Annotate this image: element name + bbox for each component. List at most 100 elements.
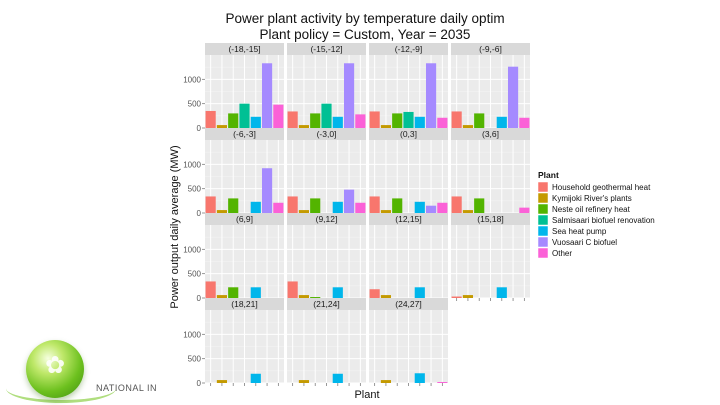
facet-strip-label: (24,27]	[395, 299, 421, 309]
bar	[462, 125, 474, 128]
bar	[414, 373, 425, 383]
bar	[425, 205, 437, 213]
legend-label: Neste oil refinery heat	[552, 205, 631, 214]
bar	[250, 373, 261, 383]
bar	[250, 116, 261, 128]
legend-item: Other	[537, 247, 572, 259]
facet-panels: (-18,-15] 0 500 1000 (-15,-12] (-12,-9] (-9,-6…	[183, 43, 530, 388]
bar	[519, 117, 530, 128]
bar	[273, 202, 284, 213]
y-tick-label: 500	[188, 270, 202, 279]
facet-strip	[287, 128, 366, 140]
facet-strip-label: (-12,-9]	[395, 44, 422, 54]
chart-title: Power plant activity by temperature dail…	[225, 11, 504, 26]
facet-panel: (18,21] 0 500 1000	[183, 298, 284, 388]
facet-panel: (-15,-12]	[287, 43, 366, 131]
bar	[392, 198, 403, 213]
facet-strip	[369, 298, 448, 310]
facet-strip-label: (-3,0]	[317, 129, 337, 139]
bar	[321, 103, 332, 128]
bar	[228, 198, 239, 213]
bar	[437, 117, 448, 128]
y-tick-label: 500	[188, 355, 202, 364]
facet-strip-label: (-15,-12]	[310, 44, 342, 54]
bar	[332, 287, 343, 298]
facet-panel: (-9,-6]	[451, 43, 530, 131]
bar	[205, 110, 216, 128]
bar	[380, 380, 392, 383]
bar	[451, 111, 462, 128]
facet-strip	[287, 298, 366, 310]
legend-swatch	[537, 247, 549, 259]
legend-swatch	[537, 181, 549, 193]
facet-strip	[287, 213, 366, 225]
facet-strip-label: (3,6]	[482, 129, 499, 139]
bar	[474, 113, 485, 128]
bar	[310, 198, 321, 213]
facet-strip	[451, 213, 530, 225]
bar	[437, 202, 448, 213]
bar	[414, 201, 425, 213]
legend-swatch	[537, 236, 549, 248]
bar	[298, 125, 310, 128]
bar	[462, 210, 474, 213]
facet-strip-label: (-6,-3]	[233, 129, 256, 139]
bar	[403, 111, 414, 128]
y-tick-label: 0	[197, 379, 202, 388]
facet-strip-label: (12,15]	[395, 214, 421, 224]
bar	[216, 295, 228, 298]
facet-strip	[369, 213, 448, 225]
facet-panel: (15,18]	[451, 213, 530, 301]
facet-panel: (9,12]	[287, 213, 366, 301]
legend-item: Sea heat pump	[537, 225, 607, 237]
legend-item: Household geothermal heat	[537, 181, 651, 193]
bar	[250, 201, 261, 213]
legend-item: Salmisaari biofuel renovation	[537, 214, 655, 226]
bar	[380, 295, 392, 298]
bar	[261, 168, 273, 213]
bar	[425, 63, 437, 129]
facet-strip	[287, 43, 366, 55]
bar	[496, 287, 507, 298]
bar	[414, 287, 425, 298]
bar	[298, 380, 310, 383]
bar	[355, 114, 366, 128]
bar	[216, 380, 228, 383]
facet-strip-label: (9,12]	[316, 214, 338, 224]
y-axis-title: Power output daily average (MW)	[169, 145, 181, 308]
facet-panel: (-18,-15] 0 500 1000	[183, 43, 284, 133]
facet-strip	[451, 43, 530, 55]
bar	[298, 295, 310, 298]
bar	[451, 196, 462, 213]
facet-strip	[205, 128, 284, 140]
bar	[380, 210, 392, 213]
bar	[332, 116, 343, 128]
bar	[250, 287, 261, 298]
legend-swatch	[537, 203, 549, 215]
bar	[380, 125, 392, 128]
y-tick-label: 500	[188, 185, 202, 194]
facet-panel: (3,6]	[451, 128, 530, 216]
facet-strip-label: (6,9]	[236, 214, 253, 224]
legend-label: Household geothermal heat	[552, 183, 651, 192]
y-tick-label: 1000	[183, 245, 201, 254]
bar	[310, 297, 321, 298]
logo-text: NATIONAL IN	[96, 383, 158, 393]
bar	[216, 210, 228, 213]
y-tick-label: 500	[188, 100, 202, 109]
legend-label: Kymijoki River's plants	[552, 194, 632, 203]
y-tick-label: 0	[197, 294, 202, 303]
bar	[451, 296, 462, 298]
legend-swatch	[537, 225, 549, 237]
legend-label: Salmisaari biofuel renovation	[552, 216, 655, 225]
chart-subtitle: Plant policy = Custom, Year = 2035	[260, 27, 471, 42]
logo-swoosh	[6, 374, 116, 403]
facet-strip	[369, 43, 448, 55]
facet-panel: (21,24]	[287, 298, 366, 386]
facet-panel: (-12,-9]	[369, 43, 448, 131]
bar	[228, 287, 239, 298]
bar	[414, 116, 425, 128]
bar	[519, 207, 530, 213]
legend-swatch	[537, 192, 549, 204]
legend-item: Kymijoki River's plants	[537, 192, 632, 204]
